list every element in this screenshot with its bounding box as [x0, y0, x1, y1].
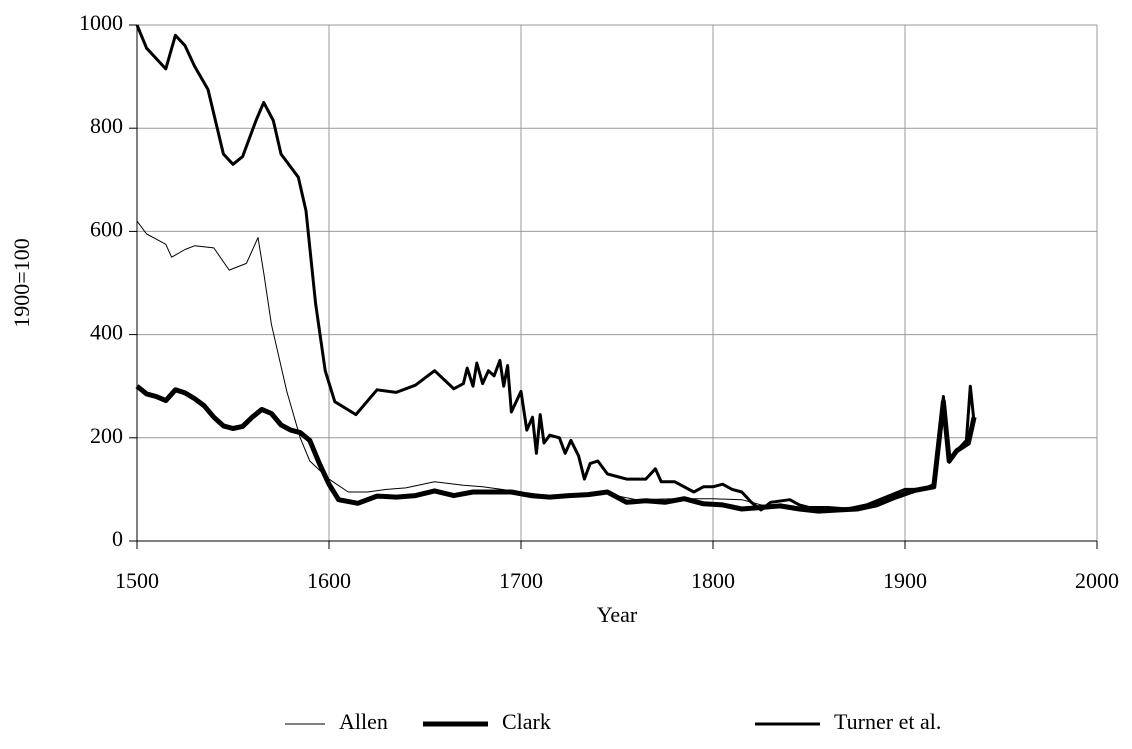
x-tick-label: 1900	[883, 568, 927, 593]
y-tick-label: 0	[112, 526, 123, 551]
series-line	[135, 24, 976, 512]
y-tick-label: 1000	[79, 10, 123, 35]
legend-label: Allen	[339, 709, 388, 734]
x-tick-label: 1700	[499, 568, 543, 593]
y-tick-label: 600	[90, 216, 123, 241]
legend-label: Turner et al.	[834, 709, 941, 734]
series-line	[135, 384, 977, 514]
x-tick-label: 2000	[1075, 568, 1119, 593]
x-tick-label: 1600	[307, 568, 351, 593]
x-axis-label: Year	[597, 602, 638, 627]
series-line	[136, 220, 975, 511]
y-tick-label: 200	[90, 423, 123, 448]
x-tick-label: 1800	[691, 568, 735, 593]
x-tick-label: 1500	[115, 568, 159, 593]
y-tick-label: 800	[90, 113, 123, 138]
y-tick-label: 400	[90, 320, 123, 345]
legend-label: Clark	[502, 709, 551, 734]
y-axis-label: 1900=100	[9, 238, 34, 327]
